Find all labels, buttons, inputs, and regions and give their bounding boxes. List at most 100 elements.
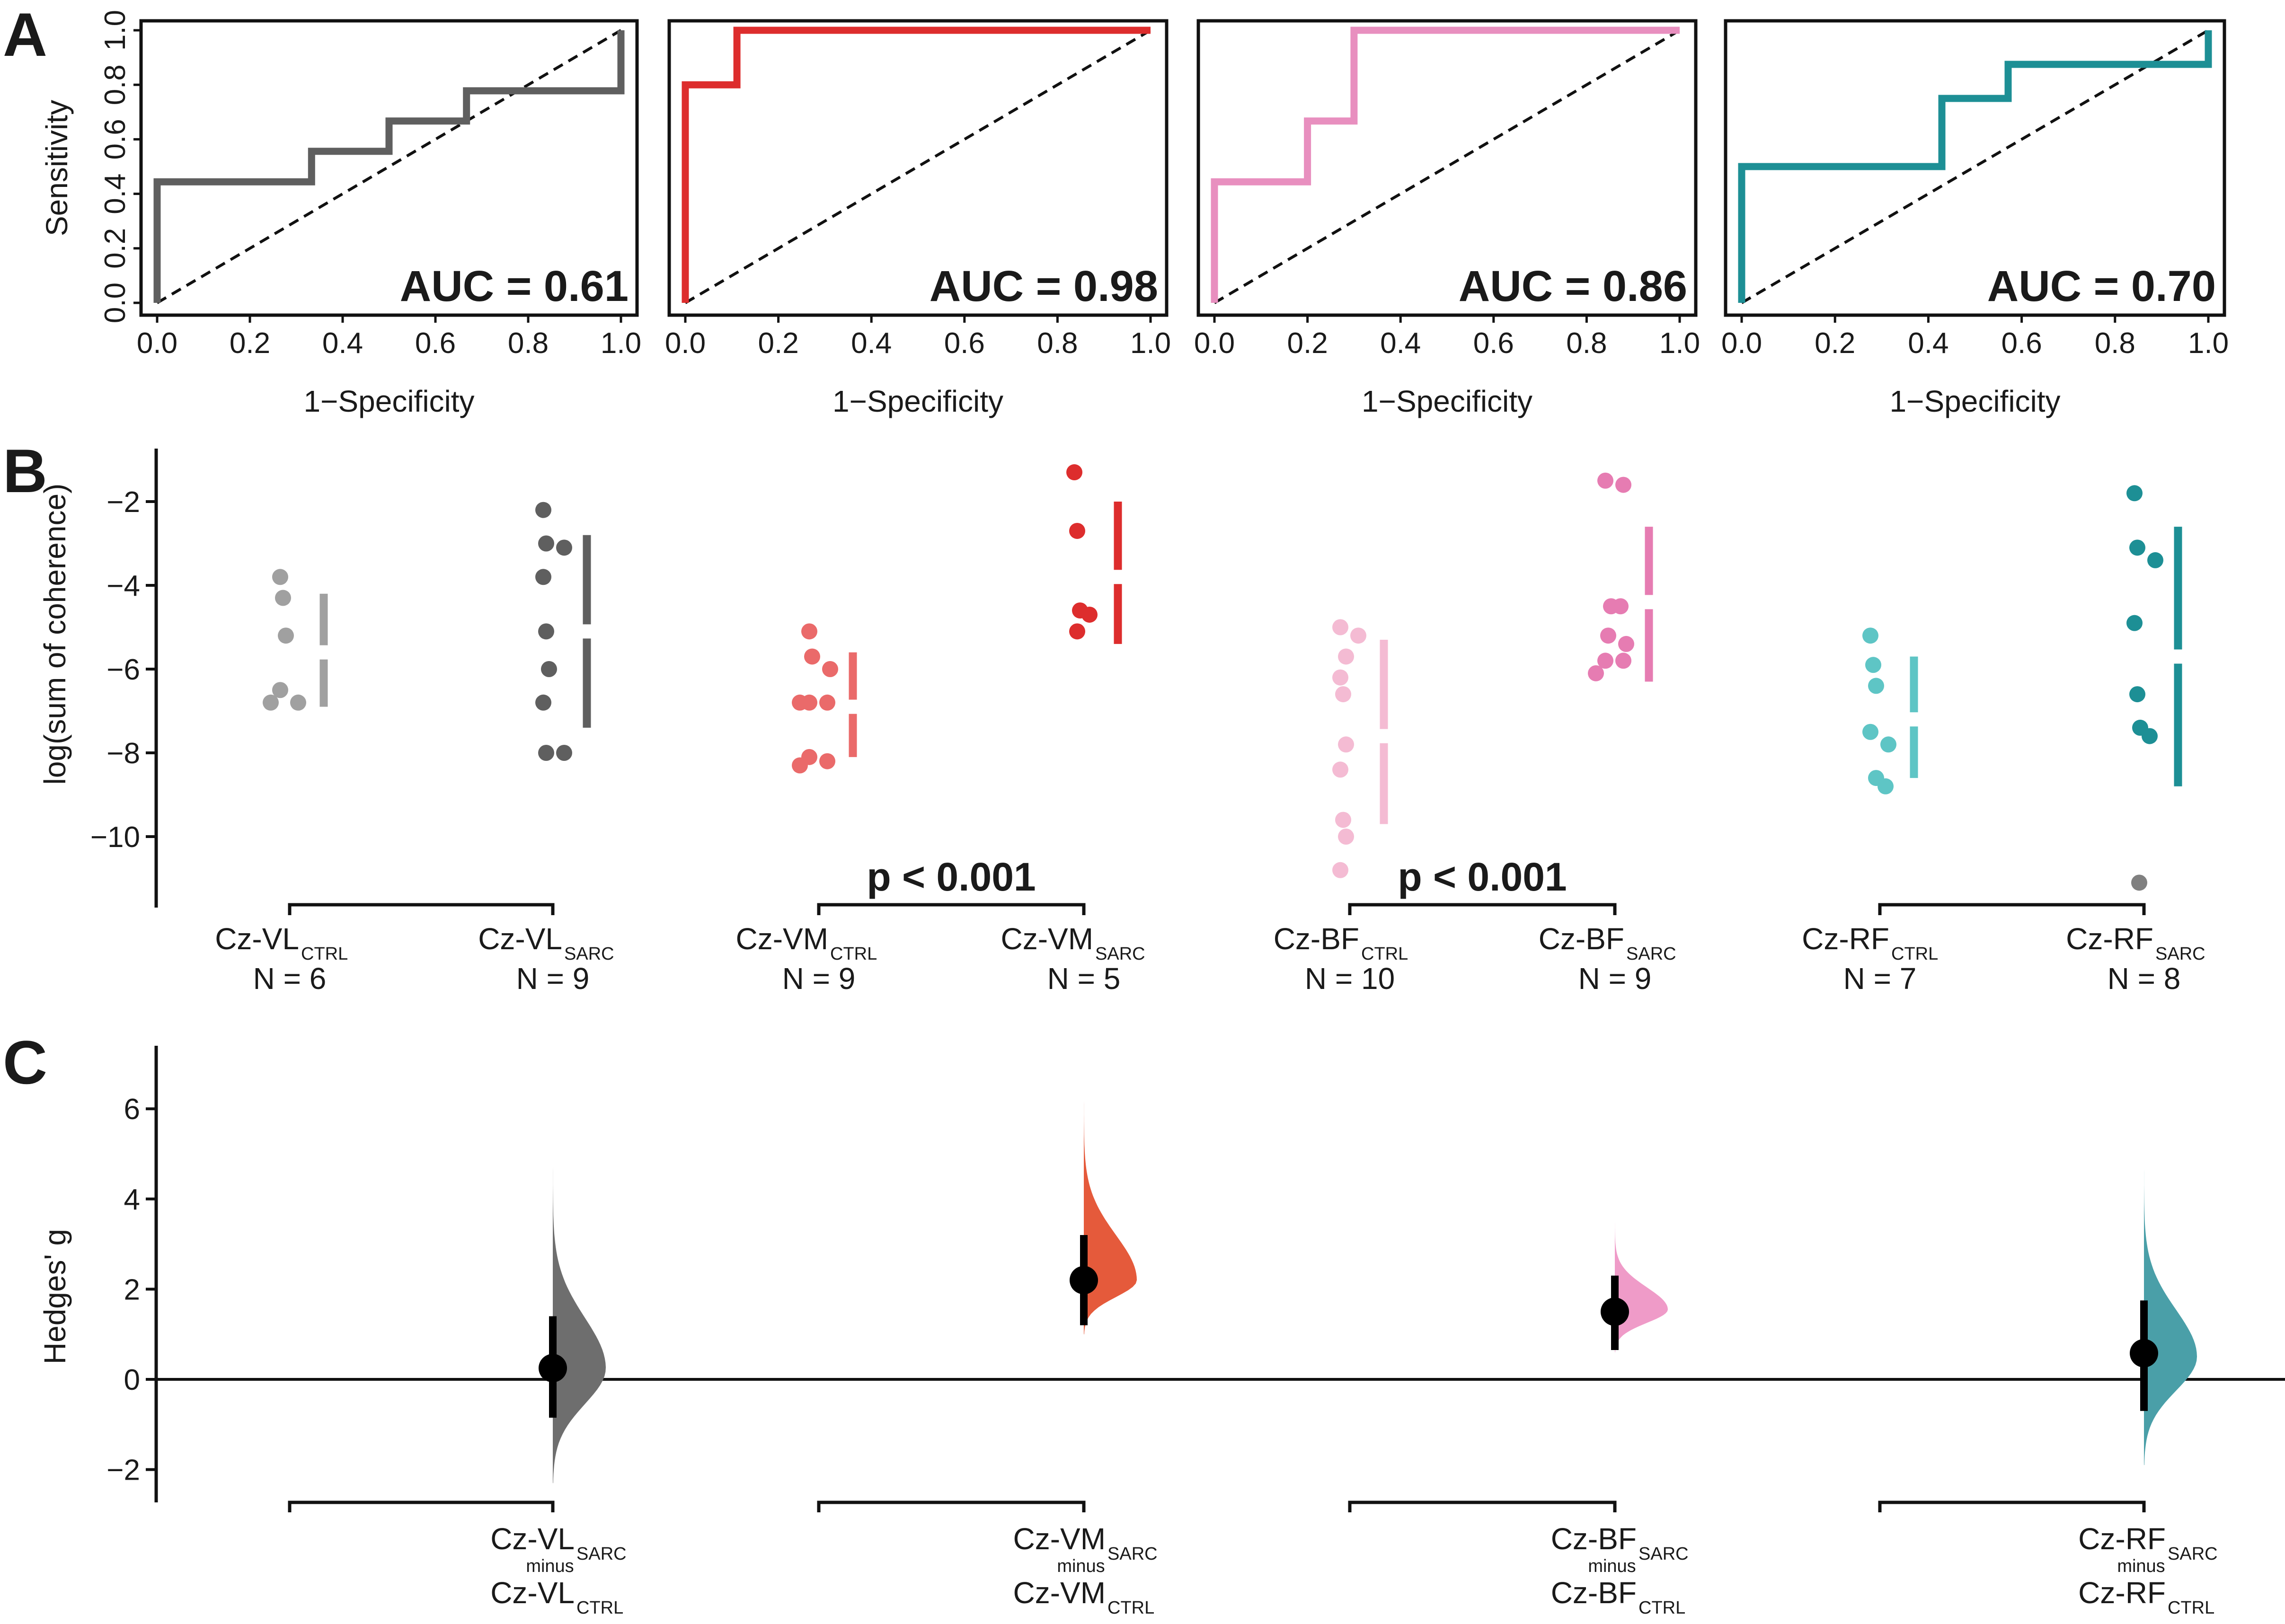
group-subscript: CTRL [1361,944,1408,964]
data-point [535,569,551,585]
roc-curve [1211,26,1680,303]
data-point [538,535,554,552]
data-point [2129,686,2145,703]
data-point [792,694,808,711]
data-point [556,539,572,556]
comparison-bracket [1878,903,2146,915]
data-point [541,661,557,677]
group-name: Cz-RF [2066,922,2153,956]
data-point [2126,485,2143,502]
comparison-bottom-name: Cz-VL [490,1576,575,1610]
roc-panels: AUC = 0.61 0.0 0.2 0.4 0.6 0.8 1.0 1−Specificit… [40,10,2229,418]
y-axis-label: Sensitivity [40,100,74,236]
data-point [1335,812,1351,828]
roc-panel-2: AUC = 0.98 0.0 0.2 0.4 0.6 0.8 1.0 1−Specificit… [665,19,1171,418]
x-tick-label: 1.0 [1659,327,1700,360]
x-tick-label: 0.0 [1194,327,1235,360]
data-point [272,569,288,585]
group-subscript: CTRL [301,944,348,964]
data-point [804,648,820,665]
x-axis-label: 1−Specificity [1889,384,2060,418]
data-point [275,590,291,606]
data-point [272,682,288,698]
group-name: Cz-VL [215,922,299,956]
comparison-minus: minus [1588,1556,1636,1576]
x-tick-label: 0.6 [1473,327,1514,360]
data-point [535,502,551,518]
roc-curve [153,30,625,303]
data-point [819,753,835,769]
y-tick-label: 0.2 [99,228,132,269]
x-tick-label: 0.4 [1380,327,1421,360]
data-point [822,661,838,677]
y-tick-label: −10 [90,821,140,854]
bootstrap-distribution [553,1127,606,1483]
x-tick-label: 0.8 [2095,327,2135,360]
x-tick-label: 0.4 [1908,327,1948,360]
data-point [1338,648,1354,665]
x-axis-label: 1−Specificity [303,384,474,418]
data-point [792,757,808,774]
x-tick-label: 0.8 [1566,327,1607,360]
panel-label-b: B [3,436,47,505]
x-tick-label: 1.0 [601,327,641,360]
effect-estimate [1601,1297,1629,1326]
group-n-label: N = 9 [1578,962,1652,996]
comparison-minus: minus [1057,1556,1105,1576]
data-point [1332,619,1348,635]
comparison-top-subscript: SARC [576,1544,627,1564]
bootstrap-distribution [1084,1063,1137,1334]
comparison-top-subscript: SARC [1638,1544,1689,1564]
y-tick-label: −2 [106,486,140,519]
data-point [1615,477,1631,493]
group-subscript: SARC [1626,944,1676,964]
group-n-label: N = 8 [2108,962,2181,996]
group-subscript: CTRL [1891,944,1938,964]
data-point [801,623,817,640]
data-point [1880,736,1896,753]
group-name: Cz-BF [1539,922,1624,956]
roc-frame [1724,19,2226,317]
group-n-label: N = 10 [1305,962,1395,996]
comparison-top-subscript: SARC [2168,1544,2218,1564]
data-point [1862,724,1878,740]
roc-chance-diagonal [1213,29,1681,304]
data-point [819,694,835,711]
data-point [1615,653,1631,669]
data-point [1332,862,1348,878]
data-point [2142,728,2158,744]
data-point [1618,635,1634,652]
data-point [1335,686,1351,703]
x-axis-label: 1−Specificity [1362,384,1532,418]
group-name: Cz-VL [478,922,562,956]
group-name: Cz-VM [1001,922,1093,956]
group-name: Cz-BF [1274,922,1359,956]
effect-estimate [1070,1266,1098,1295]
y-tick-label: 1.0 [99,10,132,51]
group-name: Cz-RF [1802,922,1889,956]
x-tick-label: 0.6 [2001,327,2042,360]
x-tick-label: 0.6 [415,327,456,360]
y-tick-label: 0.8 [99,64,132,105]
x-tick-label: 0.0 [665,327,706,360]
comparison-bracket [817,1500,1086,1512]
group-subscript: SARC [1095,944,1145,964]
data-point [290,694,306,711]
group-n-label: N = 5 [1047,962,1121,996]
y-tick-label: 4 [124,1183,140,1216]
y-tick-label: 2 [124,1273,140,1306]
data-point [1066,464,1082,481]
data-point [1332,669,1348,686]
auc-label: AUC = 0.70 [1987,262,2216,310]
x-tick-label: 0.8 [508,327,549,360]
